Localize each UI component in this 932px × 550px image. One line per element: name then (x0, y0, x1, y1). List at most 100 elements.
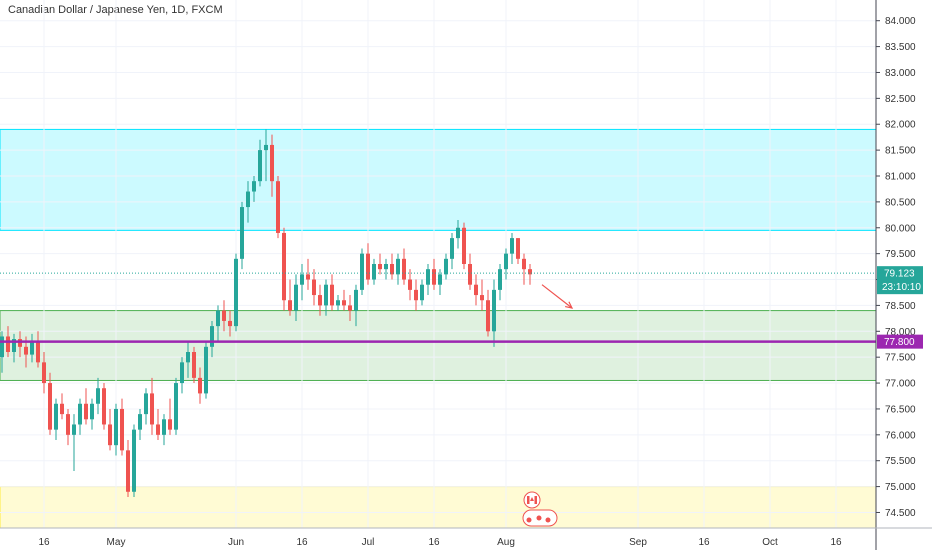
candle-body (294, 284, 298, 311)
candles-layer (0, 129, 532, 497)
candle (264, 129, 268, 182)
candle (288, 279, 292, 316)
candle-body (30, 341, 34, 355)
candle (522, 253, 526, 285)
event-dot (545, 517, 551, 523)
price-badge-bg (877, 266, 923, 295)
candle (240, 201, 244, 270)
candle (396, 253, 400, 285)
x-tick-label: 16 (830, 537, 842, 548)
candle-body (162, 419, 166, 435)
candle-body (372, 264, 376, 280)
candle (384, 258, 388, 280)
candle-body (144, 393, 148, 415)
level-badge-bg (877, 334, 923, 349)
candle (252, 176, 256, 202)
candle-body (54, 403, 58, 430)
candle (132, 424, 136, 497)
candle (36, 331, 40, 368)
canada-flag-icon (523, 491, 541, 509)
candle (456, 220, 460, 249)
candle (108, 408, 112, 451)
candle (306, 258, 310, 290)
candle (72, 414, 76, 472)
y-tick-label: 74.500 (885, 508, 916, 519)
candle (420, 279, 424, 306)
y-tick-label: 77.000 (885, 379, 916, 390)
candle (516, 238, 520, 264)
candle-body (522, 258, 526, 270)
event-dot (536, 515, 542, 521)
candle-body (288, 300, 292, 311)
candle-body (186, 352, 190, 363)
candle-body (396, 258, 400, 275)
candle (300, 264, 304, 301)
x-tick-label: Sep (629, 537, 647, 548)
y-tick-label: 82.000 (885, 120, 916, 131)
candle-body (192, 352, 196, 378)
candle-body (258, 150, 262, 182)
candle-body (228, 320, 232, 327)
lower-zone (0, 486, 877, 529)
candle-body (72, 424, 76, 435)
candle-body (216, 310, 220, 327)
candle (318, 284, 322, 316)
candle (354, 284, 358, 327)
candle-body (366, 253, 370, 280)
candle-body (246, 191, 250, 208)
candle (294, 274, 298, 321)
candle (276, 176, 280, 239)
candle (228, 310, 232, 337)
candle-body (120, 408, 124, 451)
y-tick-label: 84.000 (885, 16, 916, 27)
grid-layer (0, 0, 876, 528)
y-tick-label: 75.000 (885, 482, 916, 493)
candle (192, 346, 196, 384)
candle (180, 357, 184, 394)
y-tick-label: 75.500 (885, 456, 916, 467)
candle (186, 341, 190, 378)
candle-body (384, 264, 388, 270)
candle-body (174, 383, 178, 430)
y-tick-label: 83.000 (885, 68, 916, 79)
x-tick-label: 16 (296, 537, 308, 548)
candle-body (84, 403, 88, 420)
candle (60, 393, 64, 420)
candle (432, 258, 436, 290)
candle (402, 248, 406, 285)
candle-body (276, 181, 280, 233)
y-tick-label: 76.000 (885, 430, 916, 441)
x-tick-label: 16 (428, 537, 440, 548)
candle-body (270, 144, 274, 182)
candle (150, 377, 154, 435)
candle (84, 388, 88, 425)
candle (312, 269, 316, 306)
x-tick-label: May (107, 537, 126, 548)
candle (348, 295, 352, 321)
x-tick-label: 16 (698, 537, 710, 548)
candle (366, 243, 370, 285)
candle (78, 398, 82, 435)
zones-layer (0, 128, 877, 529)
arrow-head (565, 301, 574, 309)
candle (0, 331, 4, 373)
candle-body (450, 238, 454, 259)
flag-bar-right (534, 496, 537, 504)
candle-body (474, 284, 478, 296)
price-badge-label: 79.123 (884, 269, 915, 280)
chart-title: Canadian Dollar / Japanese Yen, 1D, FXCM (8, 4, 223, 16)
candle (210, 320, 214, 358)
x-tick-label: Jul (362, 537, 375, 548)
candle (66, 408, 70, 446)
candle (102, 383, 106, 430)
candle (156, 408, 160, 440)
y-tick-label: 79.500 (885, 249, 916, 260)
candle (360, 248, 364, 296)
candle (198, 367, 202, 404)
candle (222, 300, 226, 332)
candle-body (480, 295, 484, 301)
event-dot (526, 517, 532, 523)
level-price-badge: 77.800 (877, 334, 923, 349)
candle-body (324, 284, 328, 306)
